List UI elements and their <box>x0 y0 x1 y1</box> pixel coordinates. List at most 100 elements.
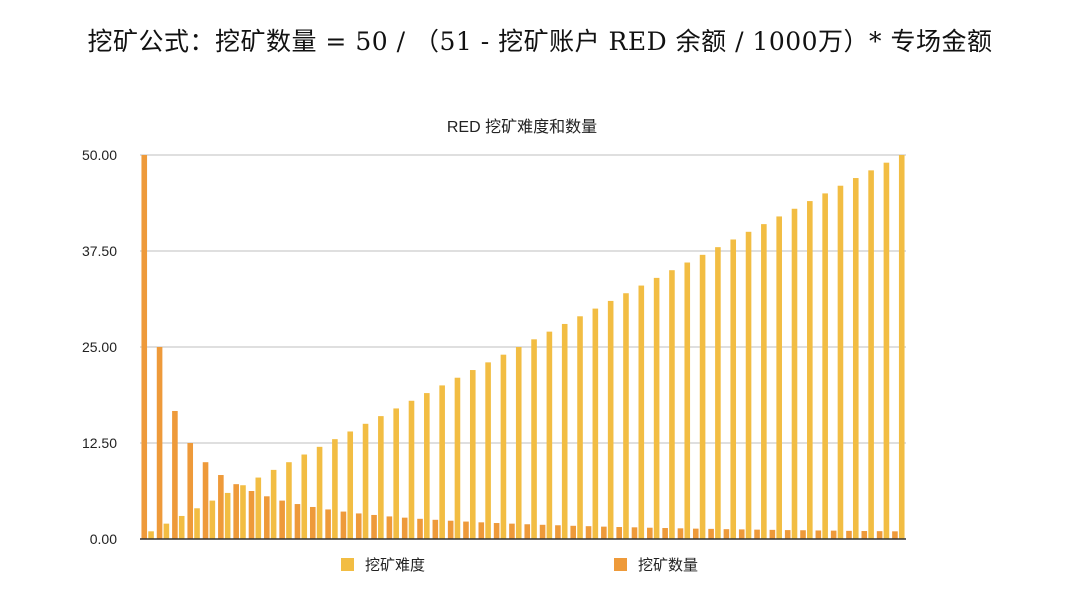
bar-difficulty-35 <box>669 270 675 539</box>
y-tick-label: 12.50 <box>82 435 117 451</box>
bar-difficulty-32 <box>623 293 629 539</box>
bar-quantity-38 <box>708 528 714 539</box>
bar-quantity-11 <box>294 504 301 539</box>
bar-quantity-10 <box>279 500 285 539</box>
formula-heading: 挖矿公式：挖矿数量 = 50 / （51 - 挖矿账户 RED 余额 / 100… <box>87 27 993 56</box>
bar-difficulty-5 <box>209 500 216 539</box>
bar-quantity-48 <box>861 531 868 539</box>
bar-quantity-37 <box>692 528 699 539</box>
bar-quantity-22 <box>463 521 469 539</box>
bar-difficulty-25 <box>515 347 522 539</box>
bar-quantity-33 <box>631 527 638 539</box>
bar-quantity-42 <box>769 529 776 539</box>
bar-difficulty-46 <box>837 185 844 539</box>
bar-quantity-27 <box>539 524 546 539</box>
bar-quantity-47 <box>846 530 852 539</box>
bar-quantity-50 <box>892 531 898 539</box>
legend-label-1: 挖矿难度 <box>365 557 425 574</box>
bar-difficulty-7 <box>240 485 246 539</box>
bar-difficulty-31 <box>607 300 614 539</box>
bar-difficulty-18 <box>408 400 415 539</box>
bar-quantity-29 <box>570 525 577 539</box>
bar-quantity-31 <box>601 526 607 539</box>
bar-quantity-26 <box>524 524 531 539</box>
bar-difficulty-33 <box>638 285 645 539</box>
bar-difficulty-14 <box>347 431 354 539</box>
bar-difficulty-17 <box>393 408 399 539</box>
bar-quantity-2 <box>156 347 163 539</box>
bar-difficulty-10 <box>286 462 292 539</box>
bar-quantity-14 <box>340 511 347 539</box>
bar-quantity-49 <box>876 531 883 539</box>
bar-quantity-23 <box>478 522 485 539</box>
bar-quantity-18 <box>401 517 408 539</box>
y-tick-label: 37.50 <box>82 243 117 259</box>
bar-difficulty-50 <box>898 155 905 539</box>
bar-difficulty-21 <box>454 377 461 539</box>
bar-quantity-7 <box>233 484 239 539</box>
bar-difficulty-13 <box>332 439 338 539</box>
bar-difficulty-6 <box>224 492 231 539</box>
bar-difficulty-23 <box>485 362 491 539</box>
y-tick-label: 25.00 <box>82 339 117 355</box>
bar-difficulty-19 <box>424 393 430 539</box>
bar-difficulty-26 <box>531 339 537 539</box>
bar-quantity-25 <box>509 523 515 539</box>
bar-difficulty-41 <box>761 224 767 539</box>
bar-quantity-30 <box>585 526 592 539</box>
bar-quantity-39 <box>723 529 730 539</box>
bar-quantity-34 <box>647 527 653 539</box>
y-tick-label: 0.00 <box>90 531 117 547</box>
bar-difficulty-34 <box>653 277 660 539</box>
bar-difficulty-36 <box>684 262 691 539</box>
bar-difficulty-2 <box>163 523 170 539</box>
bar-difficulty-20 <box>439 385 445 539</box>
bar-quantity-36 <box>677 528 684 539</box>
bar-quantity-45 <box>815 530 822 539</box>
bar-quantity-3 <box>172 410 178 539</box>
bar-difficulty-29 <box>577 316 583 539</box>
bar-quantity-35 <box>662 528 668 539</box>
bar-difficulty-1 <box>148 531 154 539</box>
bar-difficulty-27 <box>546 331 553 539</box>
bar-difficulty-40 <box>745 231 752 540</box>
bar-quantity-24 <box>493 523 500 539</box>
bar-difficulty-3 <box>178 515 185 539</box>
bar-quantity-8 <box>248 491 255 539</box>
bar-difficulty-38 <box>715 247 721 539</box>
bar-difficulty-12 <box>316 446 323 539</box>
bar-quantity-12 <box>309 506 316 539</box>
bar-quantity-28 <box>555 525 561 539</box>
bar-difficulty-43 <box>791 208 798 539</box>
bar-difficulty-47 <box>852 178 859 540</box>
bar-difficulty-30 <box>592 308 599 539</box>
bar-quantity-17 <box>386 516 393 539</box>
bar-quantity-20 <box>432 519 439 539</box>
bar-quantity-44 <box>800 530 806 539</box>
bar-quantity-46 <box>830 530 837 539</box>
bar-quantity-9 <box>264 496 270 539</box>
bar-difficulty-39 <box>730 239 737 540</box>
legend-swatch-2 <box>614 558 627 571</box>
bar-quantity-4 <box>187 443 194 539</box>
bar-quantity-21 <box>447 520 454 539</box>
bar-quantity-1 <box>141 155 148 539</box>
bar-quantity-41 <box>754 529 760 539</box>
bar-difficulty-8 <box>255 477 262 539</box>
bar-difficulty-48 <box>868 170 874 540</box>
bar-difficulty-49 <box>883 162 890 539</box>
y-tick-label: 50.00 <box>82 147 117 163</box>
bar-difficulty-16 <box>378 416 384 539</box>
bar-quantity-15 <box>355 513 362 539</box>
legend-label-2: 挖矿数量 <box>638 557 698 574</box>
bar-difficulty-24 <box>500 354 507 539</box>
bar-difficulty-4 <box>194 508 200 539</box>
bar-difficulty-28 <box>561 323 568 539</box>
chart-title: RED 挖矿难度和数量 <box>447 118 597 136</box>
bar-quantity-32 <box>616 527 622 539</box>
bar-difficulty-44 <box>807 201 813 539</box>
bar-difficulty-11 <box>301 454 308 539</box>
bar-quantity-43 <box>784 530 791 539</box>
bar-quantity-16 <box>371 514 377 539</box>
bar-difficulty-15 <box>362 423 369 539</box>
